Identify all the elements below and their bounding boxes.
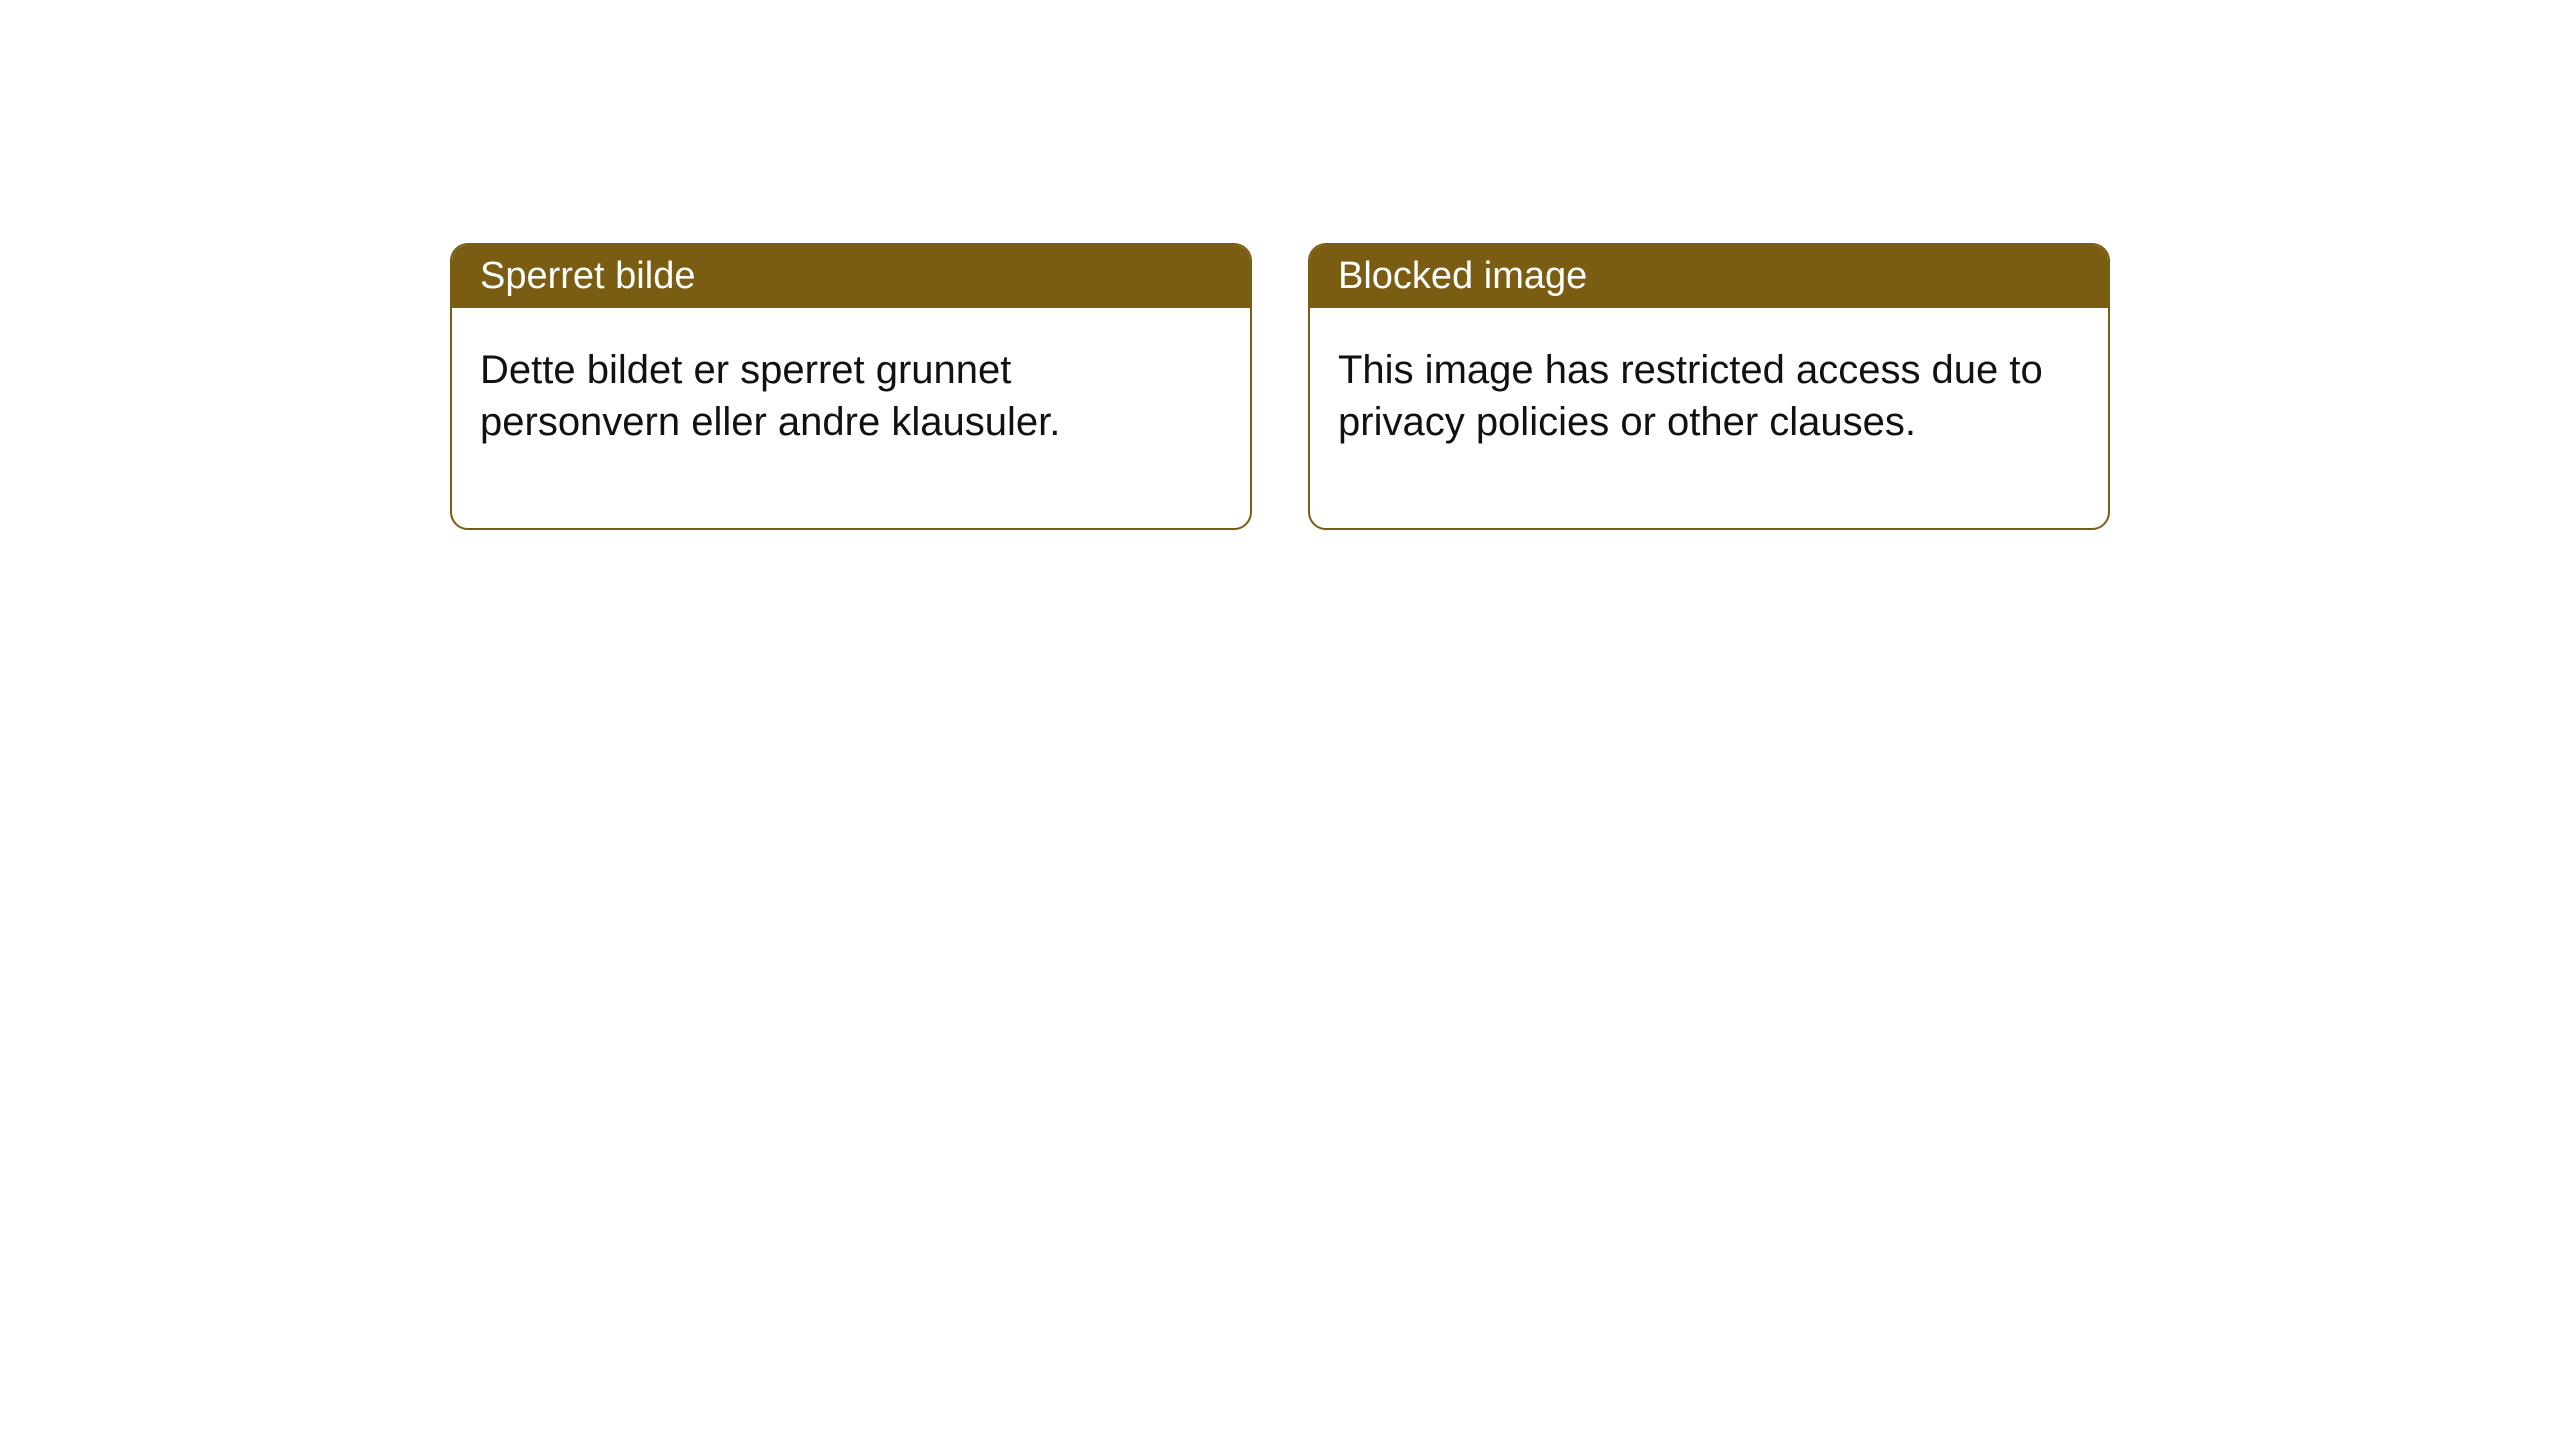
notice-container: Sperret bilde Dette bildet er sperret gr… [0,0,2560,530]
card-body-en: This image has restricted access due to … [1310,308,2108,528]
card-body-no: Dette bildet er sperret grunnet personve… [452,308,1250,528]
card-header-en: Blocked image [1310,245,2108,308]
blocked-image-card-no: Sperret bilde Dette bildet er sperret gr… [450,243,1252,530]
card-header-no: Sperret bilde [452,245,1250,308]
blocked-image-card-en: Blocked image This image has restricted … [1308,243,2110,530]
